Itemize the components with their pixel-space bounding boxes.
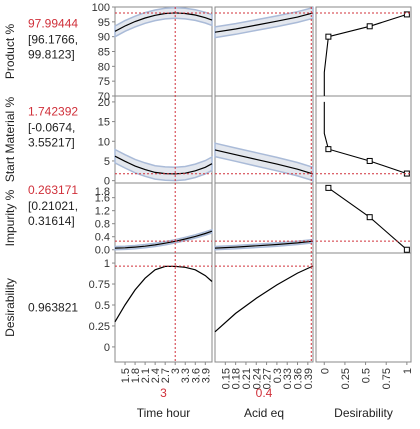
desirability-handle [325, 146, 332, 153]
y-tick-label: 5 [104, 156, 110, 168]
x-tick-label: 0.21 [241, 368, 253, 389]
response-ci: [96.1766, [28, 33, 78, 47]
desirability-handle [325, 33, 332, 40]
y-tick-label: 80 [98, 61, 110, 73]
response-ci: [-0.0674, [28, 121, 75, 135]
y-tick-label: 0.5 [95, 300, 110, 312]
profile-line-acid [214, 12, 314, 33]
profile-line-acid [214, 149, 314, 175]
x-tick-label: 0.39 [303, 368, 315, 389]
x-tick-label: 3.3 [180, 368, 192, 383]
y-tick-label: 1.6 [95, 193, 110, 205]
desirability-function [323, 13, 408, 96]
x-tick-label: 2.7 [160, 368, 172, 383]
factor-current-value: 0.4 [256, 386, 273, 400]
desirability-handle [366, 214, 373, 221]
ci-band [114, 228, 213, 251]
factor-label: Acid eq [244, 406, 284, 420]
y-tick-label: 0 [104, 342, 110, 354]
desirability-handle [366, 157, 373, 164]
x-tick-label: 0.24 [251, 368, 263, 389]
y-tick-label: 0.25 [89, 321, 110, 333]
ci-band [214, 142, 314, 182]
x-tick-label: 0.27 [262, 368, 274, 389]
response-ci: 3.55217] [28, 136, 75, 150]
response-value: 0.263171 [28, 183, 78, 197]
response-value: 0.963821 [28, 301, 78, 315]
y-tick-label: 0.4 [95, 232, 110, 244]
x-tick-label: 0.36 [293, 368, 305, 389]
response-label: Start Material % [3, 96, 17, 182]
y-tick-label: 75 [98, 76, 110, 88]
response-label: Desirability [3, 278, 17, 337]
panel-3-1 [214, 252, 314, 363]
x-tick-label: 0.75 [381, 368, 393, 389]
x-tick-label: 0.3 [272, 368, 284, 383]
ci-band [214, 6, 314, 39]
x-tick-label: 0.5 [361, 368, 373, 383]
y-tick-label: 95 [98, 17, 110, 29]
response-value: 97.99444 [28, 17, 78, 31]
response-ci: 99.8123] [28, 48, 75, 62]
panel-0-2 [315, 6, 412, 97]
x-tick-label: 0.33 [282, 368, 294, 389]
y-tick-label: 85 [98, 47, 110, 59]
y-tick-label: 0.75 [89, 279, 110, 291]
panel-3-0 [114, 252, 213, 363]
x-tick-label: 3.6 [190, 368, 202, 383]
y-tick-label: 1.8 [95, 186, 110, 198]
profile-line-time [114, 12, 213, 32]
y-tick-label: 70 [98, 91, 110, 103]
x-tick-label: 0 [319, 368, 331, 374]
x-tick-label: 3.9 [200, 368, 212, 383]
profile-line-acid [214, 265, 314, 333]
y-tick-label: 100 [92, 2, 110, 14]
factor-current-value: 3 [160, 386, 167, 400]
y-tick-label: 0 [104, 176, 110, 188]
x-tick-label: 0.18 [231, 368, 243, 389]
x-tick-label: 1.5 [120, 368, 132, 383]
desirability-handle [403, 246, 410, 253]
response-label: Impurity % [3, 189, 17, 246]
y-tick-label: 1.2 [95, 206, 110, 218]
profile-line-time [114, 265, 213, 323]
profile-line-time [114, 230, 213, 249]
desirability-function [323, 101, 408, 175]
response-value: 1.742392 [28, 105, 78, 119]
x-tick-label: 2.4 [150, 368, 162, 383]
desirability-handle [366, 23, 373, 30]
response-ci: 0.31614] [28, 214, 75, 228]
factor-label: Desirability [334, 406, 393, 420]
y-tick-label: 90 [98, 32, 110, 44]
ci-band [114, 148, 213, 182]
desirability-handle [325, 184, 332, 191]
x-tick-label: 1 [402, 368, 414, 374]
desirability-handle [403, 11, 410, 18]
factor-label: Time hour [137, 406, 191, 420]
ci-band [114, 6, 213, 38]
profile-line-time [114, 155, 213, 175]
y-tick-label: 20 [98, 97, 110, 109]
response-ci: [0.21021, [28, 199, 78, 213]
response-label: Product % [3, 23, 17, 79]
y-tick-label: 0.8 [95, 219, 110, 231]
x-tick-label: 3 [170, 368, 182, 374]
panel-3-2 [315, 252, 412, 363]
y-tick-label: 1 [104, 258, 110, 270]
x-tick-label: 2.1 [140, 368, 152, 383]
x-tick-label: 1.8 [130, 368, 142, 383]
x-tick-label: 0.15 [220, 368, 232, 389]
y-tick-label: 15 [98, 117, 110, 129]
panel-2-2 [315, 182, 412, 254]
profile-line-acid [214, 240, 314, 249]
y-tick-label: 10 [98, 136, 110, 148]
x-tick-label: 0.25 [340, 368, 352, 389]
y-tick-label: 0.0 [95, 245, 110, 257]
